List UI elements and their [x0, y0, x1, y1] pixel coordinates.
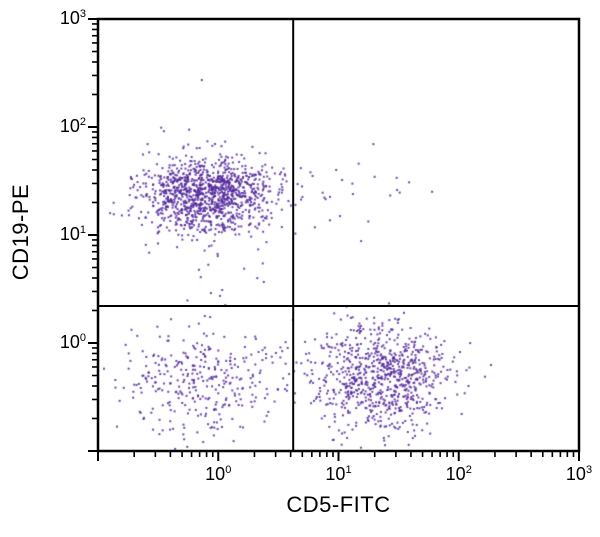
x-tick-label: 102	[445, 464, 472, 484]
y-tick-label: 103	[59, 8, 86, 28]
x-axis-title: CD5-FITC	[286, 492, 391, 517]
y-tick-label: 100	[59, 332, 86, 352]
y-tick-label: 102	[59, 116, 86, 136]
y-tick-label: 101	[59, 224, 86, 244]
y-axis-title: CD19-PE	[8, 183, 33, 281]
x-tick-label: 103	[565, 464, 593, 484]
x-tick-label: 101	[325, 464, 352, 484]
x-tick-label: 100	[205, 464, 232, 484]
